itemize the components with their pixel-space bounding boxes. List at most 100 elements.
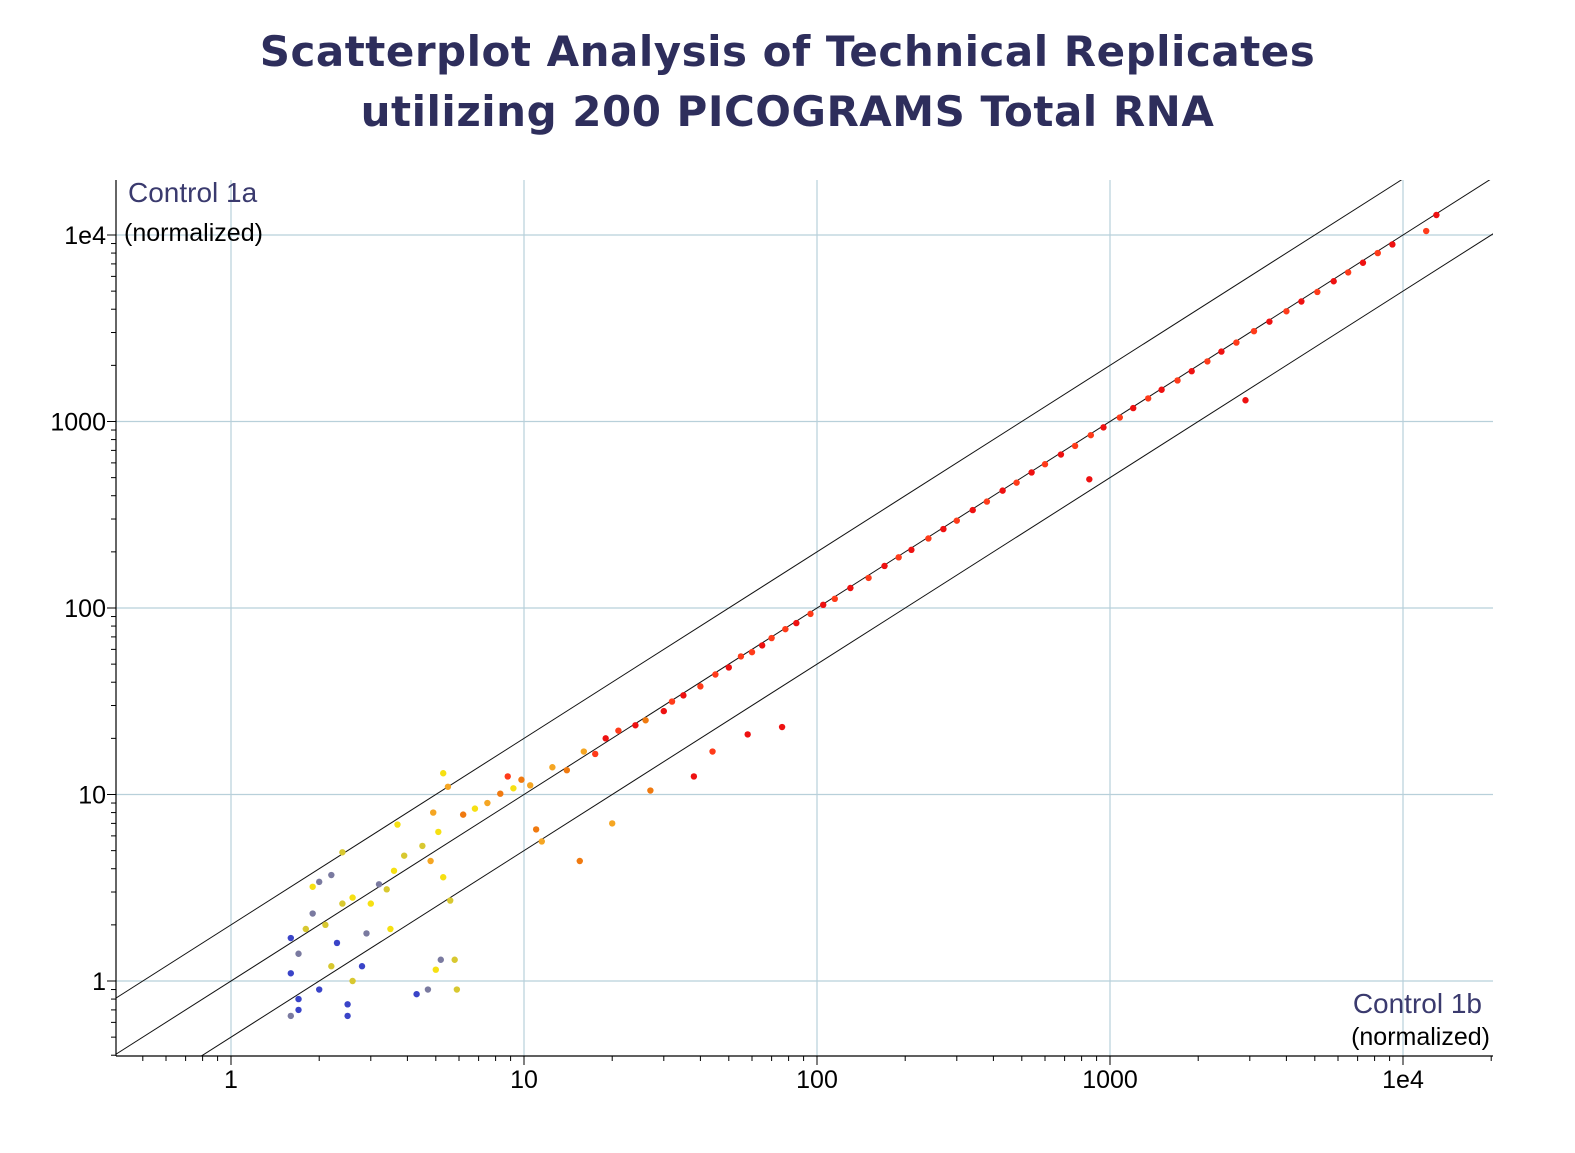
y-axis-subtitle: (normalized) — [124, 219, 263, 247]
data-point — [1116, 414, 1123, 421]
data-point — [1283, 308, 1290, 315]
data-point — [1087, 431, 1095, 439]
data-point — [778, 723, 786, 731]
data-point — [983, 498, 991, 505]
data-point — [1389, 241, 1396, 248]
y-tick-label-4: 1e4 — [64, 222, 106, 250]
data-point — [309, 910, 316, 917]
data-point — [287, 1012, 295, 1020]
data-point — [484, 799, 491, 807]
data-point — [615, 727, 622, 734]
x-axis-title: Control 1b — [1353, 988, 1482, 1019]
data-point — [865, 574, 872, 582]
data-point — [758, 642, 766, 649]
data-point — [1013, 479, 1020, 486]
data-point — [549, 764, 556, 771]
data-point — [447, 897, 454, 904]
data-point — [1266, 318, 1273, 325]
chart-title: Scatterplot Analysis of Technical Replic… — [0, 22, 1575, 142]
data-point — [316, 986, 323, 993]
data-point — [510, 785, 517, 792]
data-point — [632, 722, 639, 729]
y-tick-label-0: 1 — [92, 968, 106, 996]
data-point — [344, 1012, 351, 1020]
data-point — [1071, 442, 1079, 450]
data-point — [1188, 368, 1195, 375]
data-point — [1144, 395, 1152, 402]
data-point — [680, 692, 687, 699]
chart-title-line-2: utilizing 200 PICOGRAMS Total RNA — [360, 87, 1215, 136]
data-point — [387, 925, 394, 933]
data-point — [1250, 327, 1258, 335]
reference-line-0 — [116, 180, 1403, 999]
data-point — [697, 683, 704, 690]
tick-labels: 1 10 100 1000 1e4 1 10 100 1000 1e4 — [50, 222, 1424, 1094]
data-point — [1242, 397, 1249, 404]
data-point — [793, 619, 800, 627]
data-point — [328, 963, 335, 970]
data-point — [592, 750, 599, 758]
data-point — [497, 790, 504, 797]
x-tick-label-1: 10 — [510, 1066, 538, 1094]
data-point — [847, 584, 854, 592]
data-point — [725, 664, 732, 671]
data-point — [744, 731, 751, 738]
data-point — [339, 900, 346, 907]
data-point — [1423, 227, 1430, 235]
data-point — [712, 671, 719, 678]
data-point — [459, 811, 467, 818]
data-point — [383, 886, 390, 893]
reference-line-2 — [200, 233, 1493, 1056]
data-point — [831, 595, 838, 603]
grid-layer — [116, 180, 1493, 1056]
data-point — [375, 881, 383, 888]
data-point — [737, 653, 745, 660]
data-point — [1204, 358, 1211, 365]
data-point — [435, 828, 442, 836]
data-point — [609, 820, 616, 827]
x-tick-label-0: 1 — [224, 1066, 238, 1094]
axes — [107, 180, 1493, 1065]
data-point — [344, 1001, 351, 1008]
data-point — [390, 867, 398, 874]
data-point — [1041, 461, 1049, 468]
data-point — [1233, 339, 1240, 346]
data-point — [322, 921, 329, 929]
data-point — [413, 990, 420, 998]
data-point — [969, 506, 976, 514]
data-point — [953, 517, 960, 524]
data-point — [940, 525, 947, 533]
data-point — [881, 562, 888, 570]
data-point — [471, 805, 479, 812]
data-point — [430, 809, 437, 816]
data-point — [925, 535, 932, 542]
x-tick-label-3: 1000 — [1082, 1066, 1138, 1094]
data-point — [768, 634, 775, 642]
x-tick-label-4: 1e4 — [1382, 1066, 1424, 1094]
data-point — [709, 748, 716, 755]
data-point — [302, 925, 309, 933]
data-point — [660, 707, 667, 715]
data-point — [1130, 404, 1137, 412]
data-point — [400, 852, 408, 859]
data-point — [647, 787, 654, 794]
data-point — [295, 995, 302, 1003]
data-point — [444, 783, 452, 790]
data-point — [287, 934, 295, 942]
data-point — [807, 610, 814, 618]
data-point — [782, 625, 789, 633]
data-point — [580, 748, 588, 755]
data-point — [451, 956, 458, 963]
x-tick-label-2: 100 — [796, 1066, 838, 1094]
data-point — [363, 930, 370, 937]
data-point — [1057, 451, 1065, 458]
data-point — [538, 838, 545, 845]
data-point — [333, 939, 341, 947]
y-tick-label-3: 1000 — [50, 409, 106, 437]
data-point — [349, 894, 356, 901]
data-point — [532, 826, 540, 833]
data-point — [1028, 469, 1035, 476]
data-point — [328, 871, 335, 879]
data-point — [1086, 476, 1093, 483]
